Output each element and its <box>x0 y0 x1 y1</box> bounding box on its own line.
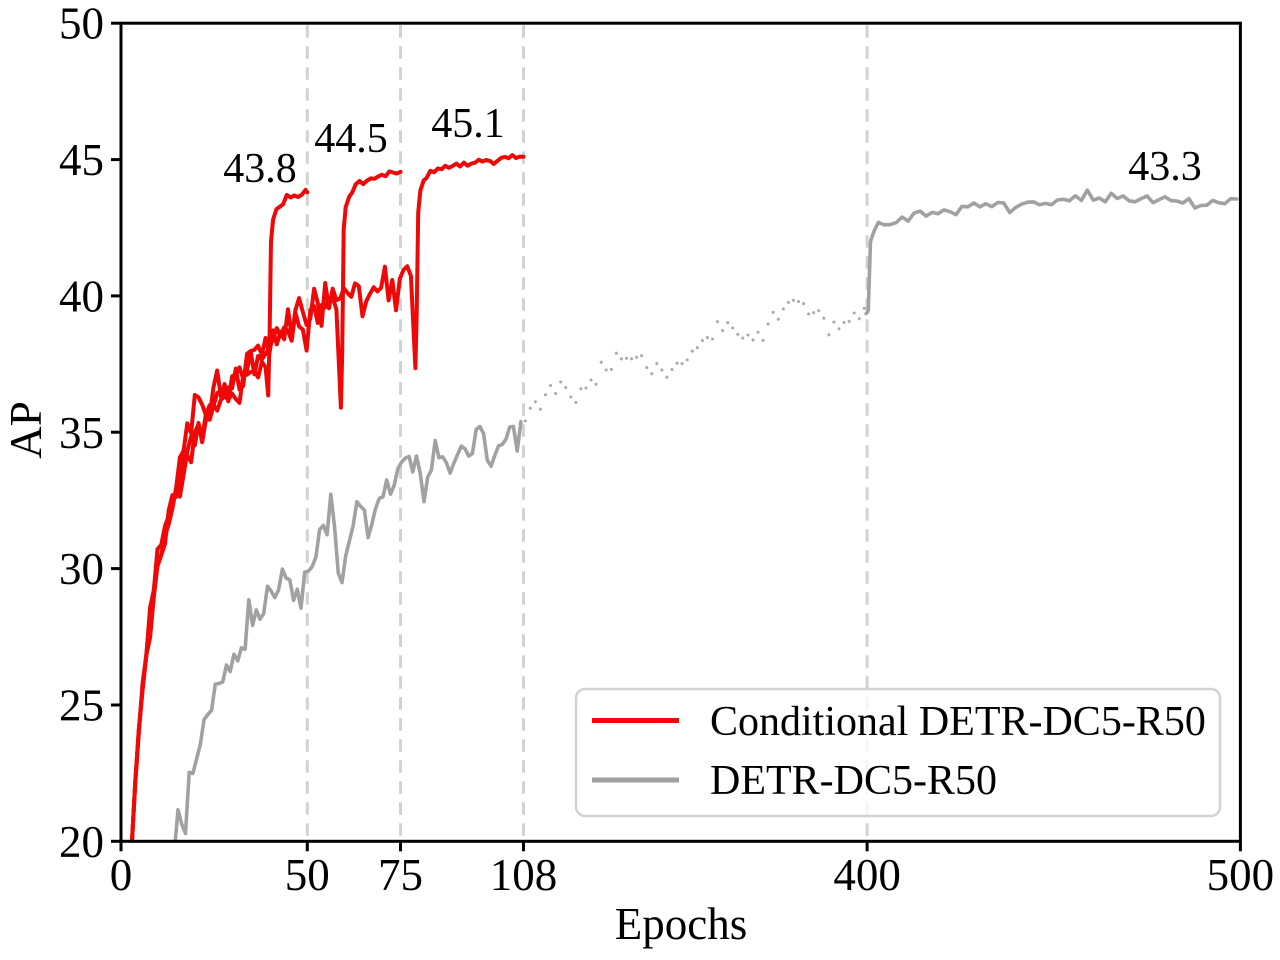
svg-text:43.3: 43.3 <box>1128 144 1202 190</box>
svg-text:108: 108 <box>490 850 558 900</box>
svg-text:75: 75 <box>378 850 423 900</box>
svg-text:50: 50 <box>59 0 104 49</box>
svg-text:Conditional DETR-DC5-R50: Conditional DETR-DC5-R50 <box>710 699 1206 745</box>
svg-text:400: 400 <box>833 850 901 900</box>
svg-text:30: 30 <box>59 544 104 594</box>
svg-text:DETR-DC5-R50: DETR-DC5-R50 <box>710 758 997 804</box>
svg-text:Epochs: Epochs <box>615 899 747 949</box>
svg-text:45: 45 <box>59 135 104 185</box>
svg-text:43.8: 43.8 <box>223 146 297 192</box>
svg-text:500: 500 <box>1207 850 1275 900</box>
svg-text:AP: AP <box>1 401 51 459</box>
svg-text:25: 25 <box>59 681 104 731</box>
svg-text:45.1: 45.1 <box>431 101 505 147</box>
svg-text:35: 35 <box>59 408 104 458</box>
svg-text:20: 20 <box>59 817 104 867</box>
svg-text:44.5: 44.5 <box>314 116 388 162</box>
svg-text:50: 50 <box>285 850 330 900</box>
svg-text:40: 40 <box>59 271 104 321</box>
svg-text:0: 0 <box>110 850 133 900</box>
